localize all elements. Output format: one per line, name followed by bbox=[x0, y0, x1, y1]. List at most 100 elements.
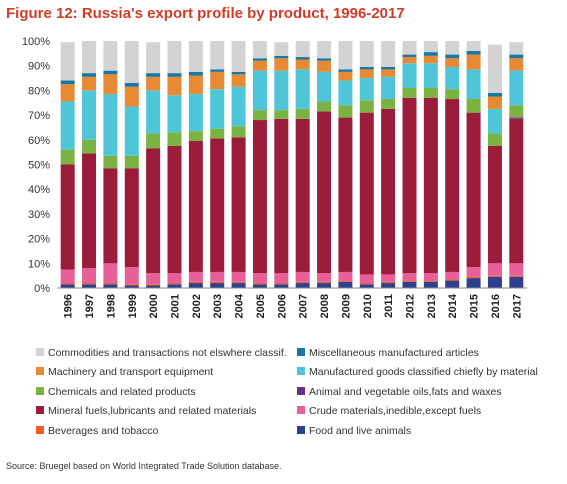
bar-segment-chemicals-and-related-products-2017 bbox=[509, 105, 524, 118]
bar-segment-beverages-and-tobacco-1999 bbox=[124, 284, 139, 286]
bar-segment-commodities-and-transactions-not-elswhere-classif-2013 bbox=[423, 41, 438, 53]
bar-segment-food-and-live-animals-2000 bbox=[146, 285, 161, 288]
y-tick-label: 80% bbox=[28, 85, 50, 97]
y-tick-label: 50% bbox=[28, 160, 50, 172]
bar-segment-beverages-and-tobacco-1998 bbox=[103, 283, 118, 285]
bar-segment-manufactured-goods-classified-chiefly-by-material-2014 bbox=[445, 66, 460, 90]
bar-segment-commodities-and-transactions-not-elswhere-classif-2014 bbox=[445, 41, 460, 55]
bar-segment-beverages-and-tobacco-2007 bbox=[295, 281, 310, 284]
chart-title: Figure 12: Russia's export profile by pr… bbox=[6, 5, 405, 22]
x-tick-label-2010: 2010 bbox=[362, 294, 374, 318]
x-tick-label-2014: 2014 bbox=[447, 293, 459, 318]
bar-segment-machinery-and-transport-equipment-1998 bbox=[103, 74, 118, 95]
bar-segment-manufactured-goods-classified-chiefly-by-material-1999 bbox=[124, 106, 139, 156]
bar-segment-commodities-and-transactions-not-elswhere-classif-2010 bbox=[359, 41, 374, 67]
bar-segment-miscellaneous-manufactured-articles-1996 bbox=[60, 80, 75, 85]
bar-segment-mineral-fuels-lubricants-and-related-materials-2012 bbox=[402, 97, 417, 274]
bar-segment-beverages-and-tobacco-2017 bbox=[509, 275, 524, 277]
bar-segment-food-and-live-animals-2015 bbox=[466, 278, 481, 288]
bar-segment-manufactured-goods-classified-chiefly-by-material-2011 bbox=[381, 76, 396, 100]
bar-segment-miscellaneous-manufactured-articles-2010 bbox=[359, 66, 374, 70]
bar-segment-food-and-live-animals-1997 bbox=[82, 284, 97, 288]
legend-swatch-mineral-fuels bbox=[36, 406, 44, 414]
bar-segment-commodities-and-transactions-not-elswhere-classif-2002 bbox=[188, 41, 203, 72]
legend-swatch-beverages bbox=[36, 426, 44, 434]
x-tick-label-2015: 2015 bbox=[469, 294, 481, 318]
bar-segment-beverages-and-tobacco-2013 bbox=[423, 280, 438, 282]
legend-label-miscellaneous: Miscellaneous manufactured articles bbox=[309, 347, 479, 359]
bar-segment-mineral-fuels-lubricants-and-related-materials-2009 bbox=[338, 117, 353, 272]
bar-segment-food-and-live-animals-2005 bbox=[252, 284, 267, 288]
bar-segment-miscellaneous-manufactured-articles-2009 bbox=[338, 69, 353, 72]
bar-segment-crude-materials-inedible-except-fuels-2017 bbox=[509, 263, 524, 276]
bar-segment-miscellaneous-manufactured-articles-2017 bbox=[509, 54, 524, 59]
bar-segment-commodities-and-transactions-not-elswhere-classif-2007 bbox=[295, 41, 310, 58]
y-tick-label: 30% bbox=[28, 209, 50, 221]
x-tick-label-2006: 2006 bbox=[276, 294, 288, 318]
bar-segment-manufactured-goods-classified-chiefly-by-material-2010 bbox=[359, 78, 374, 101]
bar-segment-crude-materials-inedible-except-fuels-2007 bbox=[295, 271, 310, 282]
legend-swatch-chemicals bbox=[36, 387, 44, 395]
bar-segment-food-and-live-animals-2016 bbox=[487, 276, 502, 288]
bar-segment-miscellaneous-manufactured-articles-2000 bbox=[146, 73, 161, 77]
bar-segment-crude-materials-inedible-except-fuels-2005 bbox=[252, 273, 267, 284]
bar-segment-miscellaneous-manufactured-articles-2006 bbox=[274, 55, 289, 59]
bar-segment-mineral-fuels-lubricants-and-related-materials-2000 bbox=[146, 148, 161, 274]
bar-segment-mineral-fuels-lubricants-and-related-materials-2007 bbox=[295, 118, 310, 272]
bar-segment-chemicals-and-related-products-1999 bbox=[124, 155, 139, 169]
bar-segment-chemicals-and-related-products-2001 bbox=[167, 132, 182, 146]
bar-segment-food-and-live-animals-2002 bbox=[188, 283, 203, 288]
bar-segment-machinery-and-transport-equipment-2003 bbox=[210, 71, 225, 90]
bar-segment-chemicals-and-related-products-1997 bbox=[82, 139, 97, 154]
bar-segment-crude-materials-inedible-except-fuels-2012 bbox=[402, 273, 417, 281]
bar-segment-food-and-live-animals-2009 bbox=[338, 281, 353, 288]
bar-segment-commodities-and-transactions-not-elswhere-classif-1997 bbox=[82, 41, 97, 74]
bar-segment-manufactured-goods-classified-chiefly-by-material-2017 bbox=[509, 70, 524, 106]
bar-segment-commodities-and-transactions-not-elswhere-classif-1996 bbox=[60, 42, 75, 81]
bar-segment-mineral-fuels-lubricants-and-related-materials-2006 bbox=[274, 118, 289, 274]
bar-segment-machinery-and-transport-equipment-2007 bbox=[295, 59, 310, 70]
bar-segment-machinery-and-transport-equipment-2009 bbox=[338, 71, 353, 81]
bar-segment-beverages-and-tobacco-2016 bbox=[487, 275, 502, 277]
bar-segment-chemicals-and-related-products-2004 bbox=[231, 126, 246, 138]
bar-segment-commodities-and-transactions-not-elswhere-classif-2009 bbox=[338, 41, 353, 70]
bar-segment-miscellaneous-manufactured-articles-2003 bbox=[210, 69, 225, 72]
bar-segment-manufactured-goods-classified-chiefly-by-material-2005 bbox=[252, 70, 267, 111]
stacked-bar-chart: 0% 10% 20% 30% 40% 50% 60% 70% 80% 90% 100% 1996 199… bbox=[22, 36, 527, 318]
bar-segment-miscellaneous-manufactured-articles-2001 bbox=[167, 73, 182, 77]
bar-segment-food-and-live-animals-1998 bbox=[103, 284, 118, 288]
bar-segment-commodities-and-transactions-not-elswhere-classif-1999 bbox=[124, 41, 139, 83]
bar-segment-crude-materials-inedible-except-fuels-1998 bbox=[103, 263, 118, 284]
bar-segment-machinery-and-transport-equipment-2011 bbox=[381, 69, 396, 77]
bar-segment-food-and-live-animals-2006 bbox=[274, 284, 289, 288]
legend-label-manufactured-goods: Manufactured goods classified chiefly by… bbox=[309, 366, 538, 378]
bar-segment-mineral-fuels-lubricants-and-related-materials-2017 bbox=[509, 118, 524, 264]
legend-swatch-food bbox=[297, 426, 305, 434]
bar-segment-crude-materials-inedible-except-fuels-1996 bbox=[60, 269, 75, 284]
x-tick-label-1996: 1996 bbox=[63, 294, 75, 318]
x-tick-label-2000: 2000 bbox=[148, 294, 160, 318]
x-tick-label-2008: 2008 bbox=[319, 294, 331, 318]
legend-swatch-miscellaneous bbox=[297, 348, 305, 356]
bar-segment-machinery-and-transport-equipment-1997 bbox=[82, 76, 97, 91]
bar-segment-crude-materials-inedible-except-fuels-2006 bbox=[274, 273, 289, 284]
x-tick-label-2005: 2005 bbox=[255, 294, 267, 318]
bar-segment-beverages-and-tobacco-2002 bbox=[188, 281, 203, 284]
bar-segment-miscellaneous-manufactured-articles-1998 bbox=[103, 70, 118, 75]
bar-segment-beverages-and-tobacco-2001 bbox=[167, 283, 182, 285]
bar-segment-crude-materials-inedible-except-fuels-2001 bbox=[167, 273, 182, 284]
bar-segment-food-and-live-animals-2011 bbox=[381, 283, 396, 288]
bar-segment-mineral-fuels-lubricants-and-related-materials-2015 bbox=[466, 112, 481, 268]
bar-segment-manufactured-goods-classified-chiefly-by-material-2006 bbox=[274, 70, 289, 111]
legend-swatch-crude-materials bbox=[297, 406, 305, 414]
bar-segment-crude-materials-inedible-except-fuels-1997 bbox=[82, 268, 97, 284]
bar-segment-manufactured-goods-classified-chiefly-by-material-2007 bbox=[295, 69, 310, 109]
bar-segment-crude-materials-inedible-except-fuels-2015 bbox=[466, 267, 481, 277]
bar-segment-machinery-and-transport-equipment-2010 bbox=[359, 69, 374, 79]
legend-label-crude-materials: Crude materials,inedible,except fuels bbox=[309, 405, 482, 417]
bar-segment-food-and-live-animals-2014 bbox=[445, 280, 460, 288]
x-tick-label-2017: 2017 bbox=[511, 294, 523, 318]
bar-segment-chemicals-and-related-products-2016 bbox=[487, 133, 502, 146]
bar-segment-beverages-and-tobacco-2012 bbox=[402, 280, 417, 282]
bar-segment-mineral-fuels-lubricants-and-related-materials-2013 bbox=[423, 97, 438, 274]
